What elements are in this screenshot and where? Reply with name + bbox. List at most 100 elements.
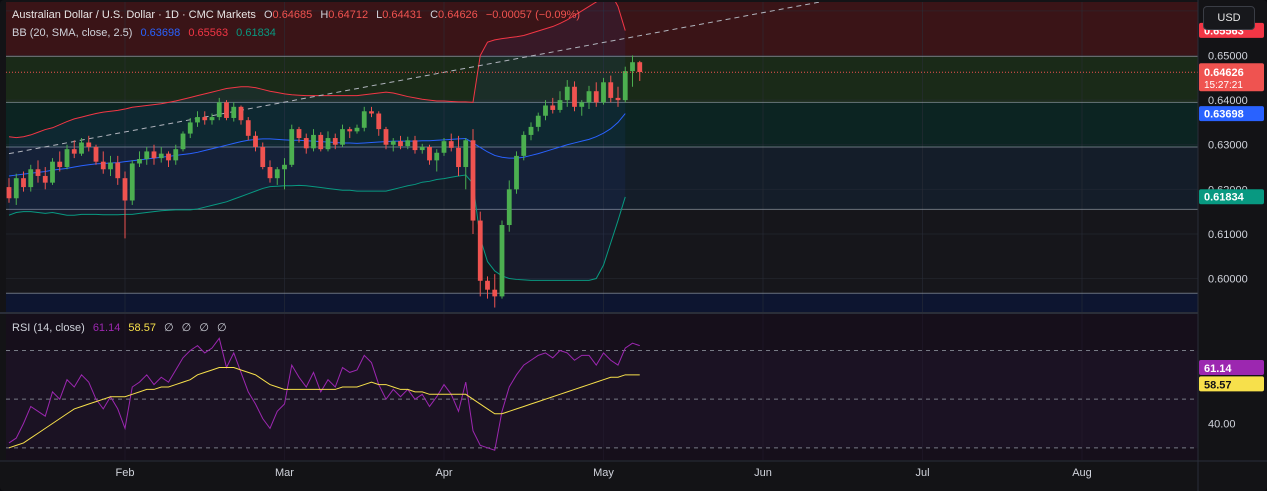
candle-body-14 xyxy=(108,162,113,170)
candle-body-11 xyxy=(86,142,92,147)
candle-body-29 xyxy=(216,102,222,118)
candle-body-15 xyxy=(115,162,121,179)
rsi-ma-line xyxy=(8,367,640,449)
candle-body-45 xyxy=(332,138,338,145)
rsi-value: 61.14 xyxy=(92,322,121,334)
price-tick-label-3: 0.63000 xyxy=(1208,140,1248,152)
candle-body-10 xyxy=(79,142,84,154)
candle-body-65 xyxy=(477,220,483,281)
candle-body-73 xyxy=(535,115,541,127)
bb-lower-line xyxy=(8,174,626,281)
candle-body-7 xyxy=(57,161,63,168)
price-tick-label-1: 0.61000 xyxy=(1208,229,1248,241)
zones-group xyxy=(6,2,1198,312)
time-tick-label-6: Aug xyxy=(1072,467,1092,479)
rsi-pane-bg xyxy=(6,314,1198,460)
bb-upper-line xyxy=(8,2,626,139)
candle-body-24 xyxy=(180,133,186,150)
candle-body-13 xyxy=(100,161,106,170)
candle-body-44 xyxy=(325,138,331,150)
rsi-line xyxy=(8,337,640,451)
candle-body-57 xyxy=(419,146,425,151)
candle-body-69 xyxy=(506,189,512,226)
candle-body-72 xyxy=(528,126,534,135)
close-value: C0.64626 xyxy=(430,9,478,21)
candle-body-31 xyxy=(231,106,237,118)
rsi-extra-4: ∅ xyxy=(216,322,227,334)
bb-lower-value: 0.61834 xyxy=(236,27,276,39)
time-tick-label-2: Apr xyxy=(435,467,452,479)
rsi-legend[interactable]: RSI (14, close) 61.14 58.57 ∅ ∅ ∅ ∅ xyxy=(12,321,232,334)
candle-body-49 xyxy=(361,111,367,128)
price-tag-2-bg xyxy=(1199,189,1264,205)
candle-body-1 xyxy=(13,178,19,199)
candle-body-79 xyxy=(579,102,585,107)
candle-body-40 xyxy=(296,129,302,139)
candle-body-46 xyxy=(340,129,345,145)
candle-body-53 xyxy=(390,141,396,145)
bb-label: BB (20, SMA, close, 2.5) xyxy=(12,27,133,39)
candle-body-77 xyxy=(564,86,570,101)
candle-body-30 xyxy=(224,102,229,118)
zone-band-0 xyxy=(6,2,1198,57)
candle-body-59 xyxy=(434,152,440,161)
currency-button[interactable]: USD xyxy=(1203,6,1255,30)
candle-body-82 xyxy=(601,82,606,103)
candle-body-83 xyxy=(608,82,614,98)
rsi-tick-label-0: 40.00 xyxy=(1208,419,1236,431)
candle-body-47 xyxy=(347,129,353,132)
candle-body-70 xyxy=(514,155,519,190)
candle-body-55 xyxy=(405,140,411,147)
price-tick-label-4: 0.64000 xyxy=(1208,95,1248,107)
candle-body-37 xyxy=(274,169,280,179)
rsi-tag-0: 61.14 xyxy=(1204,363,1232,375)
countdown-label: 15:27:21 xyxy=(1204,80,1243,91)
rsi-tag-1: 58.57 xyxy=(1204,379,1232,391)
candle-body-71 xyxy=(521,134,527,156)
candle-body-28 xyxy=(209,117,215,121)
last-price-tag: 0.64626 xyxy=(1204,67,1244,79)
candle-body-87 xyxy=(637,62,643,73)
rsi-group xyxy=(8,337,640,451)
last-price-tag-bg xyxy=(1199,63,1264,92)
candle-body-16 xyxy=(122,178,128,201)
candle-body-18 xyxy=(137,159,142,164)
candle-body-66 xyxy=(485,280,490,290)
zone-band-3 xyxy=(6,146,1198,210)
zone-band-4 xyxy=(6,209,1198,294)
candle-body-38 xyxy=(282,164,287,170)
candle-body-54 xyxy=(398,141,403,147)
candle-body-76 xyxy=(557,100,563,110)
price-tag-1-bg xyxy=(1199,106,1264,122)
zone-band-5 xyxy=(6,293,1198,312)
candle-body-22 xyxy=(166,153,171,161)
candle-body-58 xyxy=(427,146,432,161)
candle-body-9 xyxy=(71,149,77,154)
time-tick-label-5: Jul xyxy=(915,467,929,479)
candle-body-48 xyxy=(354,127,360,132)
rsi-ma-value: 58.57 xyxy=(128,322,156,334)
candle-body-56 xyxy=(412,140,418,151)
candle-body-64 xyxy=(470,140,476,221)
candle-body-35 xyxy=(260,146,266,168)
candle-body-5 xyxy=(42,175,48,183)
candle-body-43 xyxy=(318,134,324,150)
candle-body-0 xyxy=(6,187,12,199)
low-value: L0.64431 xyxy=(376,9,423,21)
time-tick-label-3: May xyxy=(593,467,614,479)
candle-body-23 xyxy=(173,149,179,161)
bb-legend[interactable]: BB (20, SMA, close, 2.5) 0.63698 0.65563… xyxy=(12,27,281,39)
candle-body-52 xyxy=(383,129,389,145)
candle-body-6 xyxy=(50,161,55,183)
candle-body-61 xyxy=(448,141,454,148)
candle-body-25 xyxy=(187,122,193,134)
candle-body-21 xyxy=(158,153,164,159)
trendline xyxy=(8,2,823,155)
candle-body-75 xyxy=(550,105,556,110)
candles-group xyxy=(6,55,643,308)
time-tick-label-4: Jun xyxy=(754,467,772,479)
candle-body-36 xyxy=(267,167,273,179)
time-tick-label-0: Feb xyxy=(116,467,135,479)
candle-body-78 xyxy=(572,86,577,107)
